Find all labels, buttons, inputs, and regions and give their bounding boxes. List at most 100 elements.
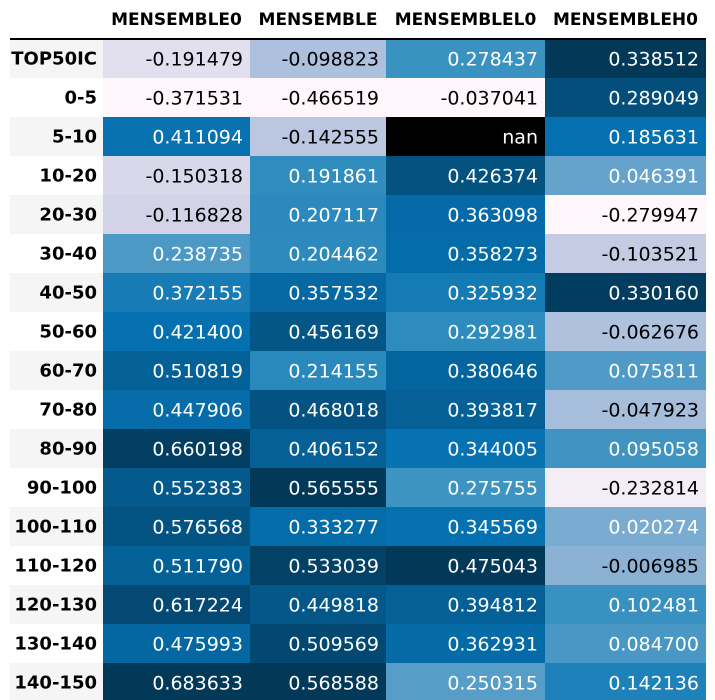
heatmap-cell <box>386 78 545 117</box>
cell-value: 0.338512 <box>608 49 699 71</box>
heatmap-cell <box>250 234 386 273</box>
cell-value: 0.142136 <box>608 673 699 695</box>
heatmap-cell <box>250 624 386 663</box>
cell-value: 0.406152 <box>288 439 379 461</box>
column-header: MENSEMBLEL0 <box>395 10 537 30</box>
cell-value: 0.333277 <box>288 517 379 539</box>
heatmap-cell <box>545 39 706 78</box>
row-header: 140-150 <box>14 673 97 694</box>
cell-value: -0.062676 <box>601 322 699 344</box>
heatmap-cell <box>250 351 386 390</box>
cell-value: 0.214155 <box>288 361 379 383</box>
heatmap-cell <box>250 195 386 234</box>
heatmap-cell <box>250 390 386 429</box>
cell-value: 0.084700 <box>608 634 699 656</box>
cell-value: 0.449818 <box>288 595 379 617</box>
heatmap-cell <box>545 507 706 546</box>
cell-value: 0.683633 <box>152 673 243 695</box>
row-header: 5-10 <box>52 127 97 148</box>
cell-value: -0.232814 <box>601 478 699 500</box>
heatmap-cell <box>545 156 706 195</box>
row-header-stripe <box>10 351 103 390</box>
heatmap-cell <box>545 312 706 351</box>
row-header: 0-5 <box>64 88 97 109</box>
heatmap-cell <box>386 195 545 234</box>
cell-value: 0.046391 <box>608 166 699 188</box>
row-header: 30-40 <box>39 244 97 265</box>
heatmap-cell <box>250 156 386 195</box>
cell-value: -0.047923 <box>601 400 699 422</box>
row-header-stripe <box>10 273 103 312</box>
heatmap-cell <box>103 390 250 429</box>
cell-value: 0.345569 <box>447 517 538 539</box>
cell-value: 0.191861 <box>288 166 379 188</box>
heatmap-cell <box>250 117 386 156</box>
heatmap-cell <box>103 624 250 663</box>
heatmap-cell <box>545 234 706 273</box>
heatmap-cell <box>386 273 545 312</box>
heatmap-cell <box>103 429 250 468</box>
cell-value: 0.447906 <box>152 400 243 422</box>
heatmap-cell <box>250 312 386 351</box>
cell-value: 0.468018 <box>288 400 379 422</box>
heatmap-cell <box>103 117 250 156</box>
cell-value: 0.238735 <box>152 244 243 266</box>
heatmap-cell <box>250 39 386 78</box>
cell-value: -0.037041 <box>440 88 538 110</box>
heatmap-cell <box>386 390 545 429</box>
heatmap-cell <box>250 273 386 312</box>
row-header: TOP50IC <box>11 49 97 70</box>
cell-value: 0.475043 <box>447 556 538 578</box>
heatmap-cell <box>250 468 386 507</box>
heatmap-cell <box>386 624 545 663</box>
row-header: 110-120 <box>14 556 97 577</box>
cell-value: -0.098823 <box>281 49 379 71</box>
heatmap-cell <box>103 273 250 312</box>
row-header: 50-60 <box>39 322 97 343</box>
heatmap-cell <box>250 507 386 546</box>
row-header: 10-20 <box>39 166 97 187</box>
row-header-stripe <box>10 429 103 468</box>
row-header: 60-70 <box>39 361 97 382</box>
column-header: MENSEMBLE0 <box>111 10 242 30</box>
row-header-stripe <box>10 117 103 156</box>
cell-value: 0.394812 <box>447 595 538 617</box>
heatmap-cell <box>250 663 386 700</box>
cell-value: 0.275755 <box>447 478 538 500</box>
cell-value: 0.533039 <box>288 556 379 578</box>
heatmap-cell <box>545 78 706 117</box>
cell-value: 0.565555 <box>288 478 379 500</box>
cell-value: 0.552383 <box>152 478 243 500</box>
cell-value: 0.393817 <box>447 400 538 422</box>
heatmap-cell <box>545 429 706 468</box>
heatmap-cell <box>545 663 706 700</box>
heatmap-cell <box>386 585 545 624</box>
heatmap-cell <box>103 468 250 507</box>
cell-value: 0.358273 <box>447 244 538 266</box>
cell-value: 0.617224 <box>152 595 243 617</box>
heatmap-cell <box>386 429 545 468</box>
cell-value: 0.456169 <box>288 322 379 344</box>
heatmap-cell <box>250 78 386 117</box>
row-header: 120-130 <box>14 595 97 616</box>
cell-value: 0.325932 <box>447 283 538 305</box>
heatmap-cell <box>386 234 545 273</box>
heatmap-cell <box>386 351 545 390</box>
cell-value: 0.204462 <box>288 244 379 266</box>
cell-value: 0.372155 <box>152 283 243 305</box>
heatmap-cell <box>103 312 250 351</box>
heatmap-cell <box>250 429 386 468</box>
heatmap-cell <box>103 585 250 624</box>
heatmap-cell <box>103 234 250 273</box>
row-header: 80-90 <box>39 439 97 460</box>
heatmap-cell <box>103 546 250 585</box>
heatmap-cell <box>545 585 706 624</box>
heatmap-cell <box>250 546 386 585</box>
cell-value: 0.363098 <box>447 205 538 227</box>
cell-value: 0.509569 <box>288 634 379 656</box>
cell-value: 0.207117 <box>288 205 379 227</box>
cell-value: 0.020274 <box>608 517 699 539</box>
cell-value: 0.330160 <box>608 283 699 305</box>
row-header: 130-140 <box>14 634 97 655</box>
column-header: MENSEMBLE <box>259 10 378 30</box>
